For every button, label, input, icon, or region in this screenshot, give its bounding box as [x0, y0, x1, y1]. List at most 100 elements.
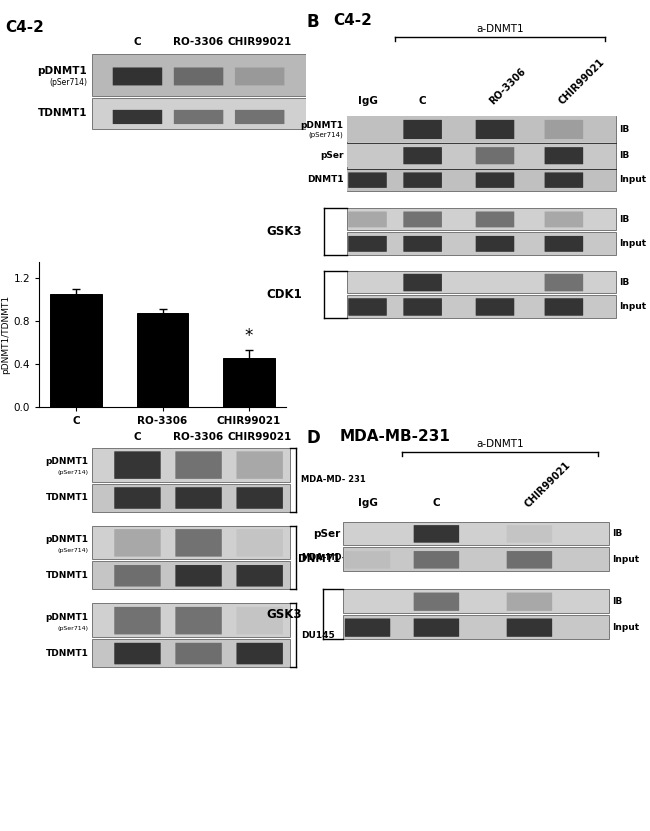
- FancyBboxPatch shape: [413, 525, 459, 543]
- Bar: [92, 484, 290, 512]
- FancyBboxPatch shape: [114, 487, 161, 509]
- Text: IB: IB: [619, 214, 629, 224]
- Text: Input: Input: [619, 302, 646, 311]
- Text: MDA-MB-231: MDA-MB-231: [340, 429, 451, 444]
- Text: GSK3: GSK3: [266, 224, 302, 238]
- FancyBboxPatch shape: [545, 120, 583, 139]
- Bar: [347, 232, 616, 254]
- Text: RO-3306: RO-3306: [174, 432, 224, 442]
- Text: CHIR99021: CHIR99021: [227, 432, 292, 442]
- Text: (pSer714): (pSer714): [49, 78, 87, 87]
- Text: a-DNMT1: a-DNMT1: [476, 439, 524, 449]
- Bar: [347, 116, 616, 142]
- Text: Input: Input: [612, 622, 639, 632]
- Text: TDNMT1: TDNMT1: [46, 649, 88, 657]
- FancyBboxPatch shape: [476, 236, 514, 252]
- FancyBboxPatch shape: [476, 147, 514, 165]
- Text: IgG: IgG: [358, 96, 378, 106]
- FancyBboxPatch shape: [476, 298, 514, 316]
- Text: D: D: [306, 429, 320, 446]
- FancyBboxPatch shape: [235, 67, 285, 86]
- FancyBboxPatch shape: [545, 236, 583, 252]
- Text: IB: IB: [612, 597, 622, 606]
- FancyBboxPatch shape: [344, 618, 390, 637]
- Text: TDNMT1: TDNMT1: [38, 108, 87, 118]
- FancyBboxPatch shape: [507, 593, 552, 611]
- Bar: [343, 615, 608, 639]
- Y-axis label: pDNMT1/TDNMT1: pDNMT1/TDNMT1: [1, 295, 10, 374]
- FancyBboxPatch shape: [112, 67, 162, 86]
- FancyBboxPatch shape: [404, 172, 442, 188]
- Bar: [92, 603, 290, 637]
- Text: CHIR99021: CHIR99021: [227, 37, 292, 47]
- FancyBboxPatch shape: [114, 565, 161, 587]
- Text: *: *: [244, 327, 253, 345]
- FancyBboxPatch shape: [176, 529, 222, 557]
- Text: C: C: [134, 432, 141, 442]
- Bar: [347, 116, 616, 191]
- Text: IgG: IgG: [358, 498, 378, 508]
- FancyBboxPatch shape: [413, 593, 459, 611]
- Text: DNMT1: DNMT1: [298, 554, 340, 564]
- Text: C: C: [134, 37, 141, 47]
- Bar: [50, 294, 102, 407]
- FancyBboxPatch shape: [237, 487, 283, 509]
- FancyBboxPatch shape: [404, 273, 442, 292]
- Text: pDNMT1: pDNMT1: [46, 457, 88, 466]
- FancyBboxPatch shape: [235, 110, 285, 124]
- FancyBboxPatch shape: [176, 565, 222, 587]
- FancyBboxPatch shape: [404, 120, 442, 139]
- FancyBboxPatch shape: [176, 451, 222, 479]
- Bar: [223, 357, 275, 407]
- FancyBboxPatch shape: [348, 212, 387, 228]
- FancyBboxPatch shape: [476, 212, 514, 228]
- FancyBboxPatch shape: [545, 172, 583, 188]
- FancyBboxPatch shape: [174, 110, 224, 124]
- Text: pDNMT1: pDNMT1: [46, 613, 88, 622]
- FancyBboxPatch shape: [112, 110, 162, 124]
- Bar: [347, 169, 616, 191]
- FancyBboxPatch shape: [114, 607, 161, 634]
- Bar: [347, 295, 616, 317]
- Text: B: B: [306, 13, 318, 32]
- Text: CDK1: CDK1: [266, 288, 302, 301]
- FancyBboxPatch shape: [237, 529, 283, 557]
- Text: CHIR99021: CHIR99021: [523, 460, 572, 509]
- FancyBboxPatch shape: [545, 147, 583, 165]
- FancyBboxPatch shape: [545, 212, 583, 228]
- Text: IB: IB: [619, 278, 629, 287]
- FancyBboxPatch shape: [476, 172, 514, 188]
- Text: DNMT1: DNMT1: [307, 175, 343, 184]
- Bar: [343, 589, 608, 613]
- FancyBboxPatch shape: [348, 236, 387, 252]
- Bar: [343, 522, 608, 545]
- FancyBboxPatch shape: [114, 643, 161, 664]
- Text: pDNMT1: pDNMT1: [46, 535, 88, 544]
- FancyBboxPatch shape: [176, 643, 222, 664]
- Bar: [92, 525, 290, 559]
- Text: C4-2: C4-2: [333, 13, 372, 28]
- Bar: [343, 548, 608, 572]
- Text: TDNMT1: TDNMT1: [46, 493, 88, 502]
- Text: TDNMT1: TDNMT1: [46, 571, 88, 580]
- FancyBboxPatch shape: [237, 607, 283, 634]
- Bar: [347, 208, 616, 230]
- FancyBboxPatch shape: [176, 607, 222, 634]
- Text: C4-2: C4-2: [5, 20, 44, 36]
- FancyBboxPatch shape: [237, 565, 283, 587]
- FancyBboxPatch shape: [545, 273, 583, 292]
- FancyBboxPatch shape: [507, 618, 552, 637]
- Text: IB: IB: [619, 125, 629, 134]
- Text: RO-3306: RO-3306: [488, 66, 528, 107]
- FancyBboxPatch shape: [507, 551, 552, 568]
- Text: pDNMT1: pDNMT1: [300, 121, 343, 130]
- Text: Input: Input: [612, 555, 639, 564]
- Text: C: C: [419, 96, 426, 106]
- FancyBboxPatch shape: [413, 618, 459, 637]
- Text: pDNMT1: pDNMT1: [37, 66, 87, 76]
- Bar: [347, 271, 616, 293]
- Text: (pSer714): (pSer714): [58, 470, 88, 475]
- Text: Input: Input: [619, 175, 646, 184]
- FancyBboxPatch shape: [114, 451, 161, 479]
- FancyBboxPatch shape: [404, 147, 442, 165]
